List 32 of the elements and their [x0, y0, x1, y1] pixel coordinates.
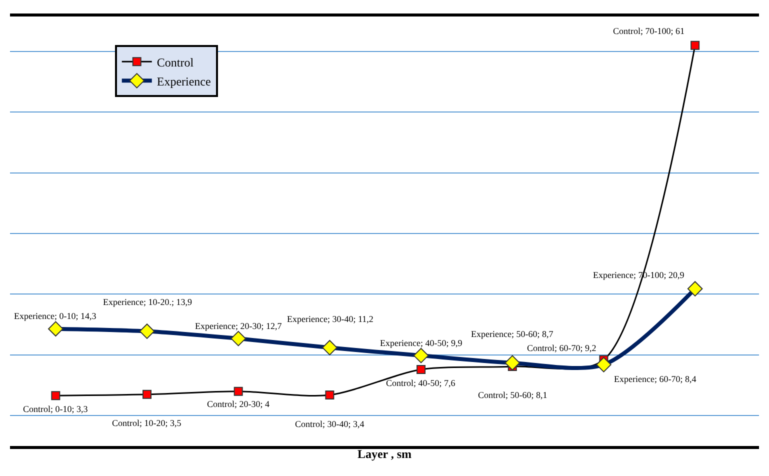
- data-label: Experience; 60-70; 8,4: [614, 374, 697, 384]
- point: [48, 321, 64, 336]
- data-label: Control; 50-60; 8,1: [478, 390, 548, 400]
- point: [690, 40, 700, 50]
- data-label: Experience; 20-30; 12,7: [195, 321, 282, 331]
- point: [687, 281, 703, 296]
- point: [230, 330, 246, 346]
- data-label: Control; 0-10; 3,3: [23, 404, 88, 414]
- legend-label: Control: [156, 55, 194, 70]
- data-label: Control; 60-70; 9,2: [527, 343, 596, 353]
- point: [413, 348, 429, 364]
- data-label: Experience; 50-60; 8,7: [471, 329, 554, 339]
- legend-label: Experience: [156, 74, 211, 88]
- point: [416, 365, 426, 374]
- point: [596, 357, 612, 372]
- x-axis-title: Layer , sm: [357, 446, 412, 461]
- point: [234, 386, 243, 396]
- data-label: Experience; 40-50; 9,9: [380, 338, 463, 348]
- data-label: Experience; 30-40; 11,2: [287, 314, 374, 324]
- point: [322, 340, 338, 356]
- point: [139, 324, 155, 339]
- data-label: Control; 70-100; 61: [613, 26, 684, 36]
- point: [142, 390, 152, 399]
- point: [51, 391, 60, 400]
- data-label: Control; 40-50; 7,6: [386, 378, 456, 388]
- data-label: Experience; 0-10; 14,3: [14, 311, 97, 321]
- data-label: Control; 20-30; 4: [207, 399, 270, 409]
- data-label: Control; 30-40; 3,4: [295, 419, 365, 429]
- data-label: Control; 10-20; 3,5: [112, 418, 182, 428]
- point: [325, 390, 334, 400]
- point: [504, 355, 520, 370]
- data-label: Experience; 10-20.; 13,9: [103, 297, 192, 307]
